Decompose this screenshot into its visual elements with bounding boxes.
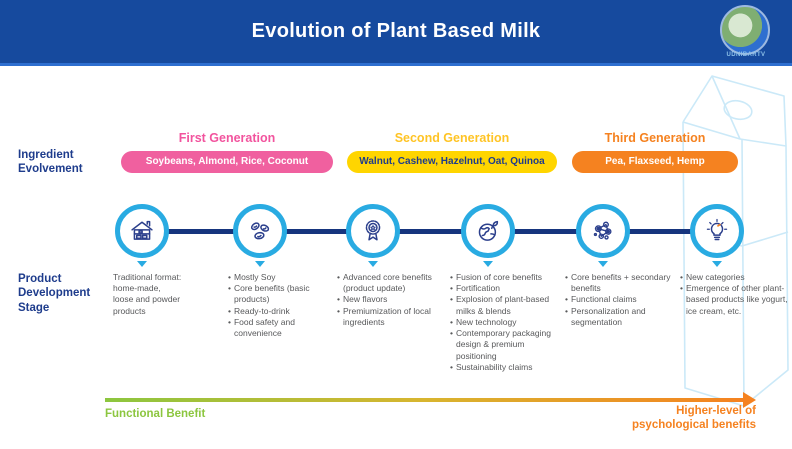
timeline-line — [142, 229, 717, 234]
network-icon — [593, 221, 612, 240]
benefit-axis-arrowhead-icon — [743, 392, 756, 408]
bullet-item: • Functional claims — [565, 294, 637, 305]
timeline-node-3 — [346, 204, 400, 258]
page-title: Evolution of Plant Based Milk — [251, 20, 541, 42]
bullet-item: • Explosion of plant-based milks & blends — [450, 294, 550, 316]
header-bar: Evolution of Plant Based Milk — [0, 0, 792, 66]
timeline-node-6 — [690, 204, 744, 258]
ingredient-evolvement-label: Ingredient Evolvement — [18, 149, 83, 176]
channel-logo-caption: UDNIBARTV — [726, 52, 766, 58]
award-ribbon-icon — [365, 220, 381, 241]
channel-logo-icon — [720, 5, 770, 55]
bullet-item: • Ready-to-drink — [228, 305, 290, 316]
stage-5-description: • Core benefits + secondary benefits • Func… — [565, 272, 677, 328]
timeline-node-2 — [233, 204, 287, 258]
node-pointer-2 — [255, 261, 265, 267]
functional-benefit-label: Functional Benefit — [105, 408, 206, 420]
bullet-item: • New technology — [450, 316, 517, 327]
timeline-node-4 — [461, 204, 515, 258]
bullet-item: • Contemporary packaging design & premium… — [450, 328, 551, 361]
stage-4-description: • Fusion of core benefits • Fortification • E… — [450, 272, 562, 373]
node-pointer-5 — [598, 261, 608, 267]
bullet-item: • Fortification — [450, 283, 500, 294]
first-generation-ingredients-pill: Soybeans, Almond, Rice, Coconut — [121, 151, 333, 173]
node-pointer-1 — [137, 261, 147, 267]
node-pointer-6 — [712, 261, 722, 267]
home-icon — [131, 220, 153, 240]
globe-leaf-icon — [478, 220, 499, 241]
third-generation-header: Third Generation — [604, 131, 706, 145]
bullet-item: • Personalization and segmentation — [565, 305, 646, 327]
psychological-benefits-label: Higher-level of psychological benefits — [632, 405, 756, 432]
stage-1-description: Traditional format: home-made, loose and… — [113, 272, 182, 316]
bullet-item: • New categories — [680, 272, 745, 282]
bullet-item: • New flavors — [337, 294, 388, 305]
timeline-node-5 — [576, 204, 630, 258]
second-generation-ingredients-pill: Walnut, Cashew, Hazelnut, Oat, Quinoa — [347, 151, 557, 173]
lightbulb-icon — [706, 218, 728, 241]
first-generation-header: First Generation — [178, 131, 276, 145]
bullet-item: • Sustainability claims — [450, 361, 533, 372]
bullet-item: • Advanced core benefits (product update) — [337, 272, 432, 294]
node-pointer-4 — [483, 261, 493, 267]
second-generation-header: Second Generation — [394, 131, 510, 145]
stage-2-description: • Mostly Soy • Core benefits (basic product… — [228, 272, 340, 339]
bullet-item: • Mostly Soy — [228, 272, 276, 282]
bullet-item: • Core benefits (basic products) — [228, 283, 310, 305]
third-generation-ingredients-pill: Pea, Flaxseed, Hemp — [572, 151, 738, 173]
bullet-item: • Core benefits + secondary benefits — [565, 272, 671, 294]
beans-icon — [250, 222, 270, 240]
product-development-stage-label: Product Development Stage — [18, 273, 91, 314]
stage-6-description: • New categories • Emergence of other plant… — [680, 272, 792, 317]
timeline-node-1 — [115, 204, 169, 258]
bullet-item: • Food safety and convenience — [228, 316, 295, 339]
bullet-item: • Emergence of other plant-based products… — [680, 283, 788, 316]
benefit-axis-arrow — [105, 398, 743, 402]
bullet-item: • Premiumization of local ingredients — [337, 305, 431, 327]
bullet-item: • Fusion of core benefits — [450, 272, 542, 282]
node-pointer-3 — [368, 261, 378, 267]
stage-3-description: • Advanced core benefits (product update)… — [337, 272, 449, 328]
